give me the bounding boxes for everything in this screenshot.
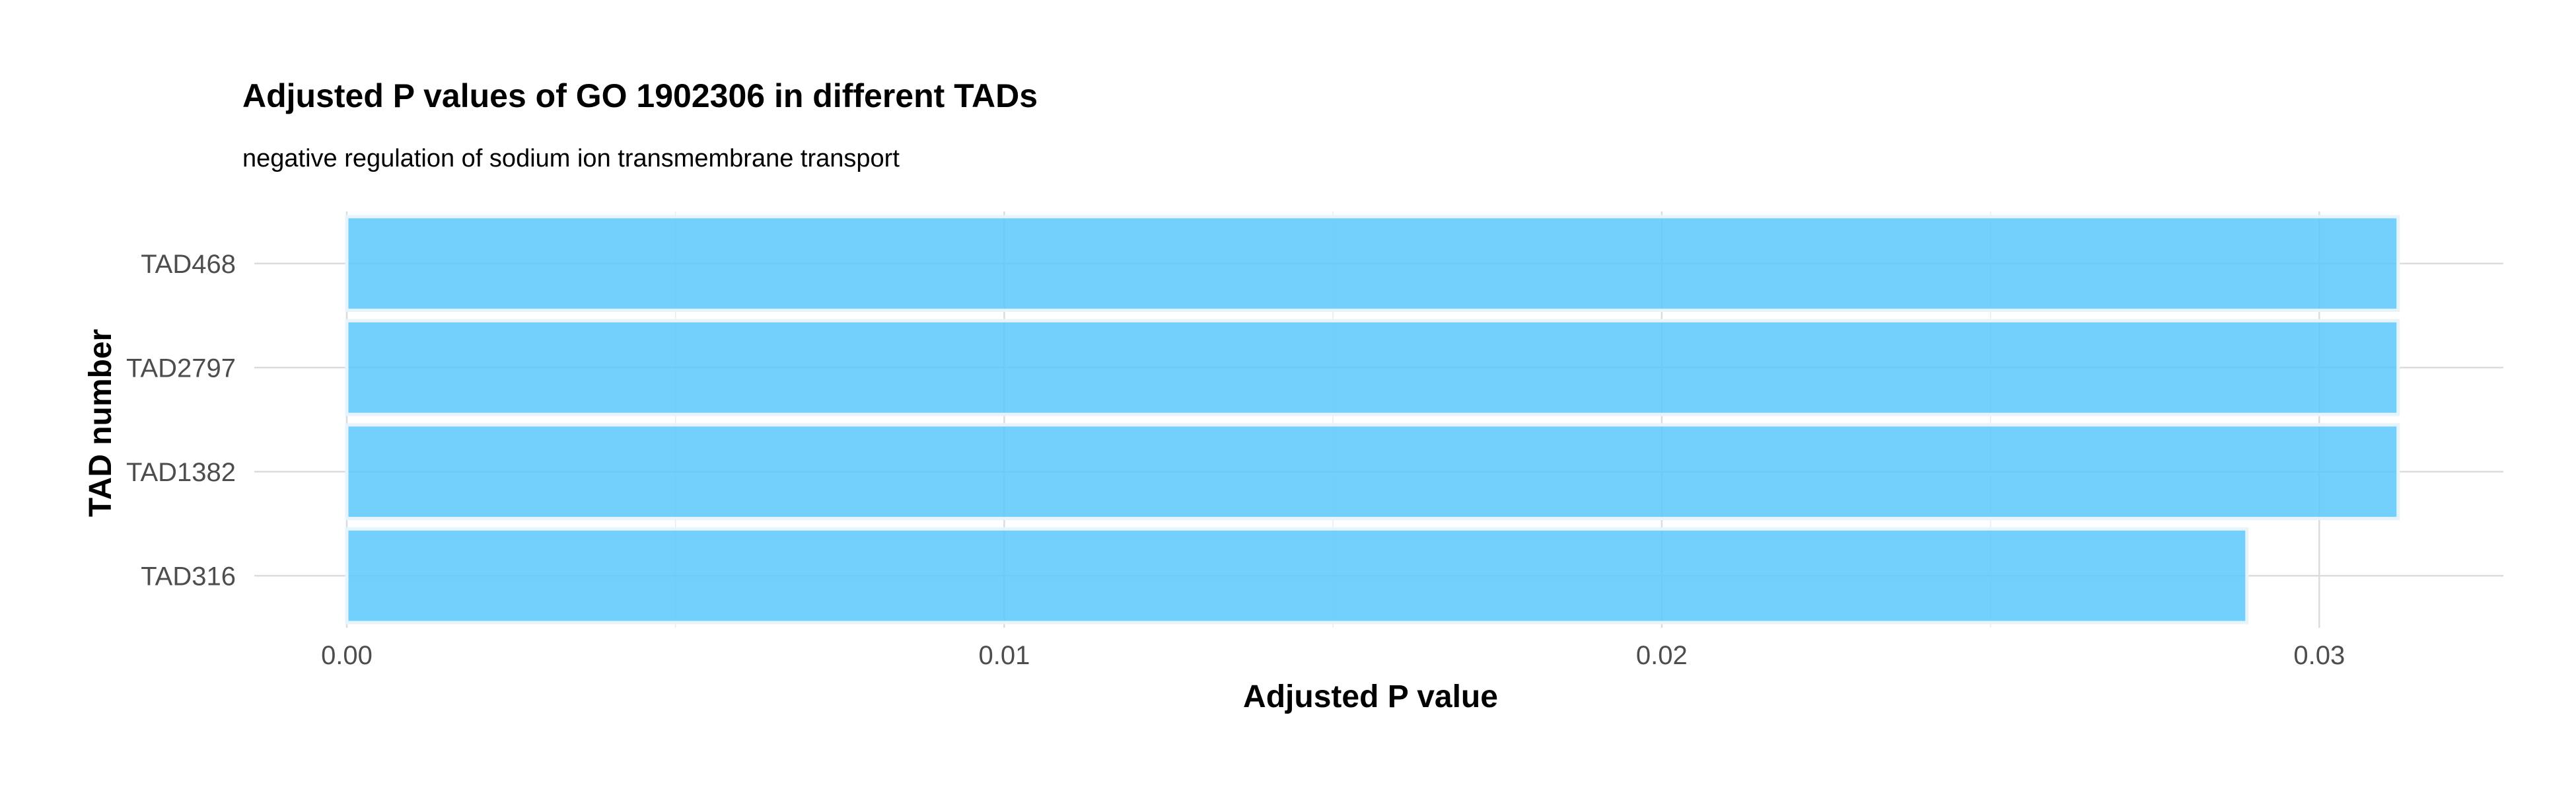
y-tick-label: TAD2797 [126,354,236,383]
x-tick-label: 0.00 [321,641,373,670]
y-tick-label: TAD468 [141,250,236,279]
chart-title: Adjusted P values of GO 1902306 in diffe… [242,77,1038,114]
bars [345,215,2400,624]
x-tick-label: 0.02 [1636,641,1688,670]
bar-tad468 [345,215,2400,313]
bar-tad1382 [345,423,2400,521]
x-tick-label: 0.03 [2293,641,2345,670]
chart-subtitle: negative regulation of sodium ion transm… [242,145,900,172]
x-axis-ticks: 0.00 0.01 0.02 0.03 [321,641,2345,670]
x-axis-title: Adjusted P value [1243,679,1498,714]
y-axis-ticks: TAD468 TAD2797 TAD1382 TAD316 [126,250,236,591]
y-tick-label: TAD316 [141,562,236,591]
y-axis-title: TAD number [83,329,118,517]
y-tick-label: TAD1382 [126,458,236,487]
x-tick-label: 0.01 [978,641,1030,670]
bar-tad2797 [345,319,2400,416]
bar-tad316 [345,527,2249,624]
